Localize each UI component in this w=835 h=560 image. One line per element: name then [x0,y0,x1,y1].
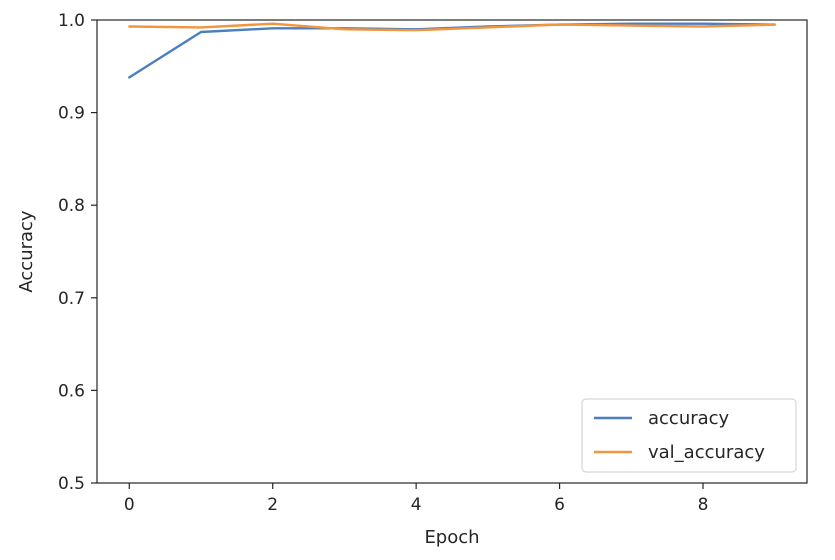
y-tick-label: 0.8 [58,196,85,216]
x-tick-label: 0 [124,495,135,515]
legend-label: val_accuracy [648,442,765,463]
series-line-val-accuracy [128,22,776,32]
plot-frame [96,19,808,484]
legend: accuracy val_accuracy [581,398,797,473]
y-tick-label: 0.7 [58,289,85,309]
x-tick-label: 6 [554,495,565,515]
x-axis: 0 2 4 6 8 [124,483,709,515]
x-tick-label: 2 [267,495,278,515]
legend-box [581,398,797,473]
series-layer [128,22,776,79]
plot-area [96,19,808,484]
x-tick-label: 4 [411,495,422,515]
y-tick-label: 0.5 [58,474,85,494]
y-axis: 0.5 0.6 0.7 0.8 0.9 1.0 [58,11,97,494]
y-tick-label: 0.9 [58,104,85,124]
x-tick-label: 8 [698,495,709,515]
y-tick-label: 0.6 [58,381,85,401]
legend-label: accuracy [648,408,730,429]
y-tick-label: 1.0 [58,11,85,31]
y-axis-label: Accuracy [16,210,37,293]
x-axis-label: Epoch [424,527,479,548]
